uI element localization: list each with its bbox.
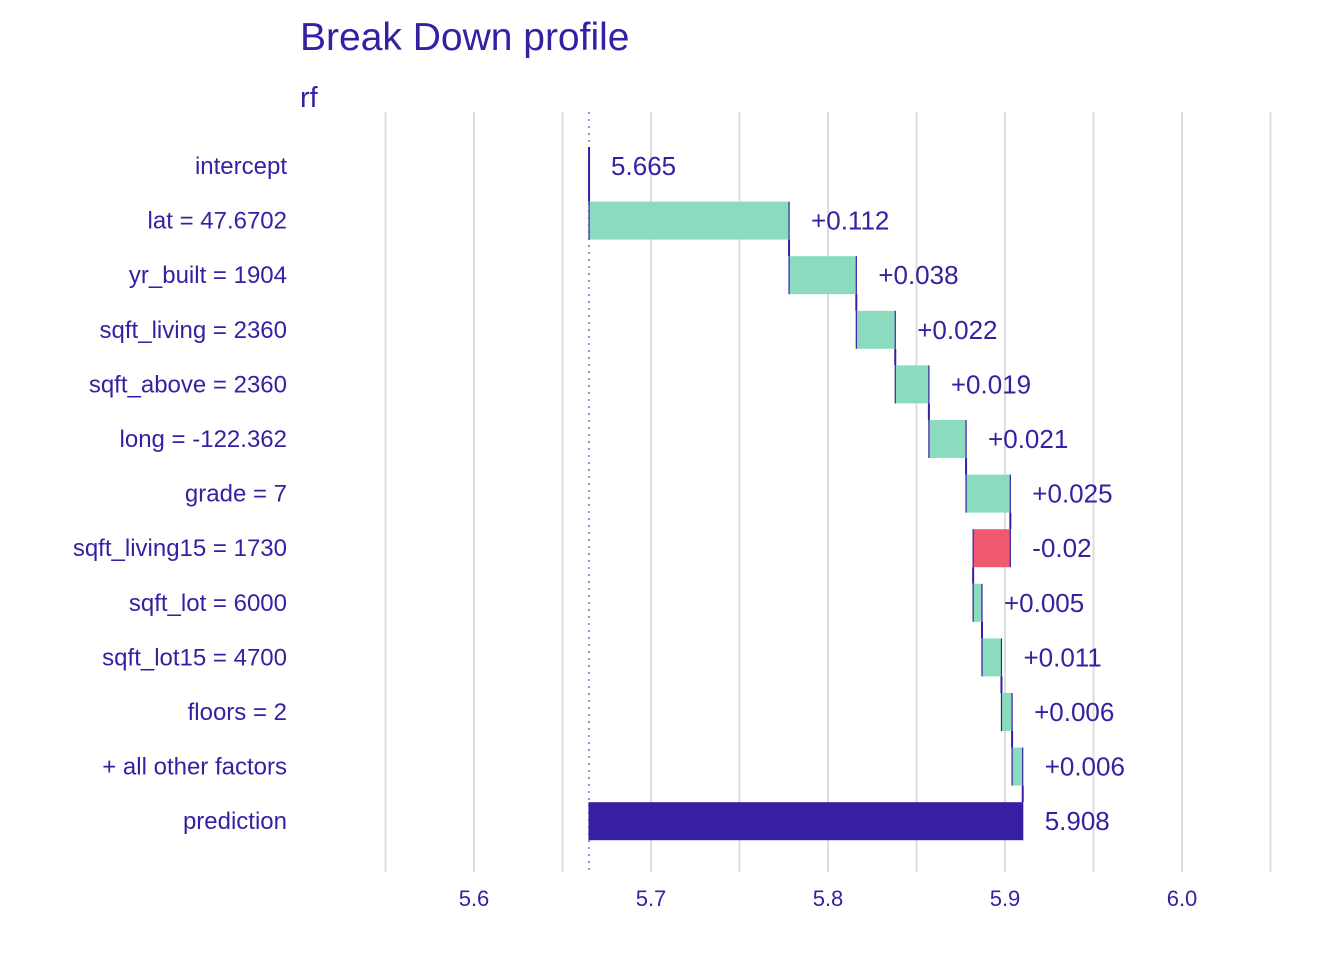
value-label: +0.025 — [1032, 479, 1112, 509]
row-label: lat = 47.6702 — [148, 208, 287, 235]
tick-layer: 5.6 5.7 5.8 5.9 6.0 — [459, 886, 1198, 911]
row-label: sqft_above = 2360 — [89, 371, 287, 398]
row-label: sqft_living15 = 1730 — [73, 535, 287, 562]
chart-subtitle: rf — [300, 82, 319, 114]
bar-layer — [588, 147, 1024, 841]
contribution-bar — [966, 474, 1011, 513]
contribution-bar — [973, 583, 982, 622]
label-layer: intercept 5.665 lat = 47.6702 +0.112 yr_buil… — [73, 151, 1125, 836]
value-label: +0.021 — [988, 424, 1068, 454]
prediction-bar — [589, 802, 1023, 841]
value-label: +0.011 — [1023, 642, 1101, 672]
row-label: prediction — [183, 808, 287, 835]
value-label: -0.02 — [1032, 533, 1091, 563]
row-label: grade = 7 — [185, 481, 287, 508]
contribution-bar — [789, 256, 857, 295]
contribution-bar — [1001, 693, 1013, 731]
value-label: +0.038 — [878, 260, 958, 290]
contribution-bar — [973, 529, 1011, 568]
x-tick-label: 5.8 — [813, 886, 844, 911]
contribution-bar — [928, 420, 967, 458]
contribution-bar — [856, 310, 896, 349]
x-tick-label: 5.9 — [990, 886, 1021, 911]
contribution-bar — [589, 201, 790, 240]
row-label: floors = 2 — [188, 699, 287, 726]
value-label: 5.908 — [1045, 806, 1110, 836]
row-label: sqft_living = 2360 — [100, 317, 287, 344]
x-tick-label: 5.6 — [459, 886, 490, 911]
contribution-bar — [895, 365, 929, 404]
value-label: +0.019 — [951, 369, 1031, 399]
value-label: +0.006 — [1045, 752, 1125, 782]
row-label: + all other factors — [102, 754, 287, 781]
x-tick-label: 5.7 — [636, 886, 667, 911]
row-label: long = -122.362 — [120, 426, 287, 453]
value-label: +0.022 — [917, 315, 997, 345]
value-label: +0.112 — [811, 206, 889, 236]
value-label: +0.006 — [1034, 697, 1114, 727]
contribution-bar — [981, 638, 1002, 677]
row-label: sqft_lot = 6000 — [129, 590, 287, 617]
contribution-bar — [1012, 747, 1023, 786]
value-label: +0.005 — [1004, 588, 1084, 618]
chart-title: Break Down profile — [300, 16, 629, 59]
row-label: intercept — [195, 153, 287, 180]
x-tick-label: 6.0 — [1167, 886, 1198, 911]
row-label: yr_built = 1904 — [129, 262, 287, 289]
row-label: sqft_lot15 = 4700 — [102, 644, 287, 671]
value-label: 5.665 — [611, 151, 676, 181]
